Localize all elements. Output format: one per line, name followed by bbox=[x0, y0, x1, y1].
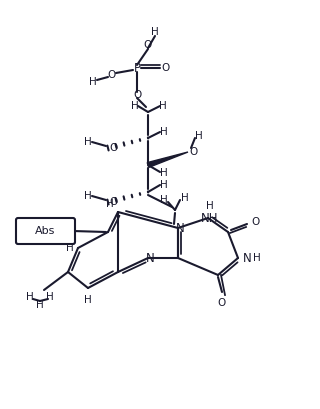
Text: O: O bbox=[108, 70, 116, 80]
Text: N: N bbox=[243, 252, 252, 265]
Text: H: H bbox=[151, 27, 159, 37]
Text: H: H bbox=[160, 127, 168, 137]
Text: H: H bbox=[46, 292, 54, 302]
Text: N: N bbox=[146, 252, 154, 265]
Text: NH: NH bbox=[201, 211, 219, 225]
Text: O: O bbox=[110, 143, 118, 153]
Text: O: O bbox=[162, 63, 170, 73]
Text: H: H bbox=[206, 201, 214, 211]
Text: H: H bbox=[89, 77, 97, 87]
Text: H: H bbox=[181, 193, 189, 203]
Text: H: H bbox=[195, 131, 203, 141]
Text: H: H bbox=[26, 292, 34, 302]
Text: O: O bbox=[218, 298, 226, 308]
Text: H: H bbox=[160, 195, 168, 205]
Text: H: H bbox=[253, 253, 261, 263]
Text: H: H bbox=[84, 295, 92, 305]
Text: O: O bbox=[189, 147, 197, 157]
Text: O: O bbox=[133, 90, 141, 100]
Text: H: H bbox=[66, 243, 74, 253]
Text: H: H bbox=[84, 191, 92, 201]
Text: H: H bbox=[160, 180, 168, 190]
Text: P: P bbox=[133, 61, 140, 74]
FancyBboxPatch shape bbox=[16, 218, 75, 244]
Text: O: O bbox=[251, 217, 259, 227]
Text: Abs: Abs bbox=[35, 226, 56, 236]
Text: H: H bbox=[159, 101, 167, 111]
Text: H: H bbox=[106, 199, 114, 209]
Text: H: H bbox=[160, 168, 168, 178]
Text: O: O bbox=[110, 197, 118, 207]
Text: O: O bbox=[144, 40, 152, 50]
Text: H: H bbox=[84, 137, 92, 147]
Polygon shape bbox=[147, 152, 188, 167]
Text: H: H bbox=[36, 300, 44, 310]
Text: N: N bbox=[176, 222, 184, 234]
Text: H: H bbox=[131, 101, 139, 111]
